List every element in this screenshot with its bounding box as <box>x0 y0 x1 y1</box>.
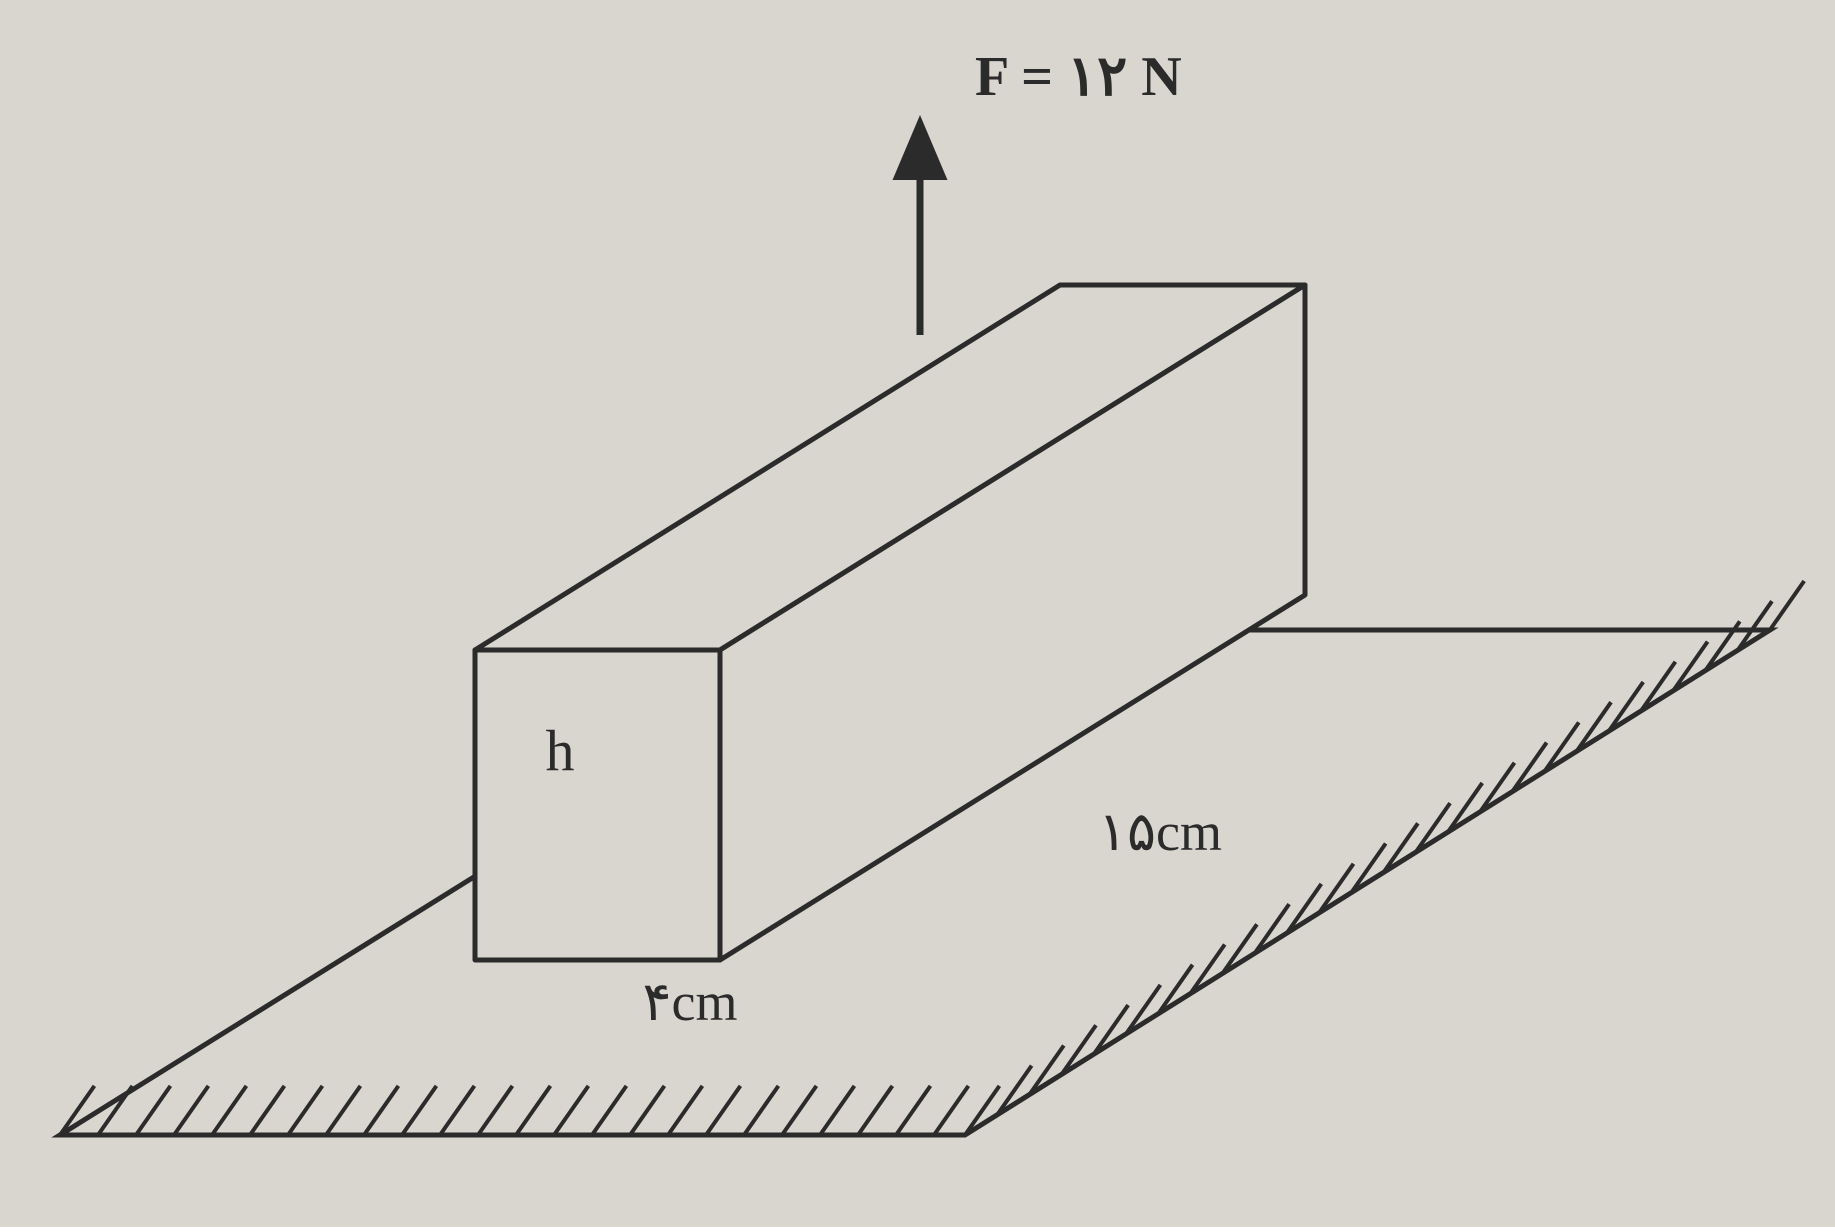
ground-hatch-tick <box>1770 581 1804 630</box>
ground-hatch-tick <box>630 1086 664 1135</box>
ground-hatch-tick <box>554 1086 588 1135</box>
ground-hatch-tick <box>1029 1045 1063 1094</box>
ground-hatch-tick <box>706 1086 740 1135</box>
ground-hatch-tick <box>1383 823 1417 872</box>
ground-hatch-tick <box>136 1086 170 1135</box>
ground-hatch-tick <box>402 1086 436 1135</box>
diagram-stage: F = ۱۲ N h ۴cm ۱۵cm <box>0 0 1835 1227</box>
ground-hatch-tick <box>965 1086 999 1135</box>
ground-hatch-tick <box>1223 924 1257 973</box>
ground-hatch-tick <box>1609 682 1643 731</box>
ground-hatch-tick <box>326 1086 360 1135</box>
ground-hatch-tick <box>896 1086 930 1135</box>
ground-hatch-tick <box>744 1086 778 1135</box>
ground-hatch-tick <box>1126 985 1160 1034</box>
label-length: ۱۵cm <box>1098 802 1222 862</box>
force-arrow-head <box>893 115 948 180</box>
ground-hatch-tick <box>1255 904 1289 953</box>
ground-hatch-group <box>60 1086 968 1135</box>
ground-hatch-tick <box>1094 1005 1128 1054</box>
ground-hatch-tick <box>288 1086 322 1135</box>
label-force: F = ۱۲ N <box>975 46 1182 108</box>
ground-hatch-tick <box>1319 864 1353 913</box>
ground-hatch-tick <box>782 1086 816 1135</box>
ground-hatch-tick <box>60 1086 94 1135</box>
ground-hatch-tick <box>364 1086 398 1135</box>
ground-hatch-tick <box>1416 803 1450 852</box>
ground-hatch-tick <box>1190 944 1224 993</box>
ground-hatch-tick <box>1577 702 1611 751</box>
label-height: h <box>546 718 575 783</box>
ground-hatch-tick <box>516 1086 550 1135</box>
ground-hatch-tick <box>1544 722 1578 771</box>
ground-hatch-tick <box>212 1086 246 1135</box>
label-width: ۴cm <box>643 972 738 1032</box>
physics-diagram-svg: F = ۱۲ N h ۴cm ۱۵cm <box>0 0 1835 1227</box>
ground-hatch-tick <box>1351 844 1385 893</box>
ground-hatch-tick <box>1673 642 1707 691</box>
ground-hatch-tick <box>440 1086 474 1135</box>
ground-hatch-tick <box>250 1086 284 1135</box>
ground-hatch-tick <box>1287 884 1321 933</box>
ground-hatch-tick <box>174 1086 208 1135</box>
ground-hatch-tick <box>820 1086 854 1135</box>
box-front-face <box>475 650 720 960</box>
ground-hatch-tick <box>1480 763 1514 812</box>
ground-hatch-tick <box>1062 1025 1096 1074</box>
ground-hatch-tick <box>1641 662 1675 711</box>
ground-hatch-tick <box>1512 743 1546 792</box>
ground-hatch-tick <box>858 1086 892 1135</box>
ground-hatch-tick <box>592 1086 626 1135</box>
ground-hatch-tick <box>478 1086 512 1135</box>
ground-hatch-tick <box>1738 601 1772 650</box>
ground-hatch-tick <box>934 1086 968 1135</box>
ground-hatch-tick <box>997 1066 1031 1115</box>
ground-hatch-tick <box>1448 783 1482 832</box>
ground-hatch-tick <box>1158 965 1192 1014</box>
ground-hatch-tick <box>668 1086 702 1135</box>
